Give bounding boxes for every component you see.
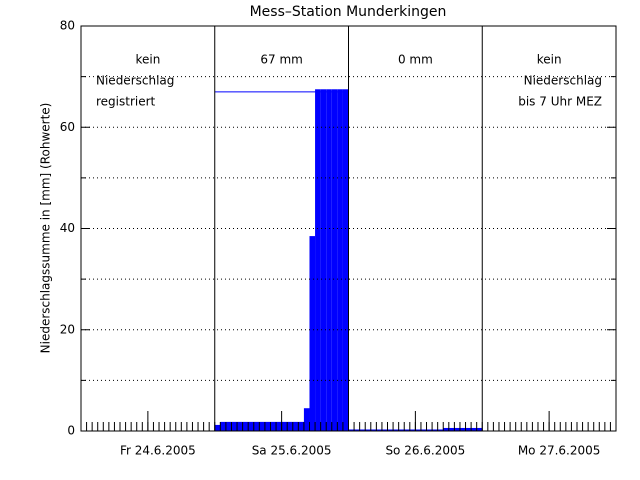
bar (315, 89, 321, 431)
bar (432, 429, 438, 431)
bar (259, 421, 265, 431)
bar (231, 421, 238, 431)
bar (326, 89, 332, 431)
bar (270, 421, 277, 431)
bar (426, 429, 433, 431)
annotation: 0 mm (398, 53, 433, 67)
bar (214, 424, 221, 431)
bar (242, 421, 249, 431)
bar (281, 421, 288, 431)
bar (276, 421, 282, 431)
y-tick-label: 0 (67, 424, 75, 438)
bar (309, 236, 316, 431)
bar (337, 89, 343, 431)
annotation: registriert (96, 95, 156, 109)
bar (248, 421, 254, 431)
bar (415, 429, 421, 431)
bar (420, 429, 427, 431)
bar (381, 429, 388, 431)
bar (370, 429, 377, 431)
bar (459, 427, 466, 431)
bar (476, 427, 483, 431)
bar (298, 421, 304, 431)
y-tick-label: 80 (60, 19, 75, 33)
y-tick-label: 40 (60, 221, 75, 235)
bar (225, 421, 232, 431)
bar (409, 429, 416, 431)
bar (348, 429, 355, 431)
bar (393, 429, 399, 431)
bar (220, 421, 226, 431)
annotation: bis 7 Uhr MEZ (518, 95, 602, 109)
bar (454, 427, 460, 431)
x-tick-label: Mo 27.6.2005 (518, 444, 601, 458)
bar (471, 427, 477, 431)
bar (303, 408, 310, 431)
bar (287, 421, 293, 431)
y-tick-label: 20 (60, 322, 75, 336)
bar (404, 429, 410, 431)
x-tick-label: So 26.6.2005 (385, 444, 465, 458)
bar (387, 429, 394, 431)
bar (365, 429, 371, 431)
bar (342, 89, 349, 431)
bar (264, 421, 271, 431)
bar (359, 429, 366, 431)
bar (320, 89, 327, 431)
bar (437, 429, 444, 431)
x-tick-label: Sa 25.6.2005 (252, 444, 332, 458)
annotation: 67 mm (260, 53, 302, 67)
annotation: Niederschlag (524, 74, 602, 88)
bar (376, 429, 382, 431)
annotation: kein (135, 53, 160, 67)
bar (443, 427, 449, 431)
plot-frame (80, 25, 617, 432)
x-tick-label: Fr 24.6.2005 (120, 444, 196, 458)
bar (237, 421, 243, 431)
bar (292, 421, 299, 431)
annotation: Niederschlag (96, 74, 174, 88)
bar (448, 427, 455, 431)
bar (465, 427, 472, 431)
bar (253, 421, 260, 431)
chart-title: Mess–Station Munderkingen (250, 4, 447, 20)
y-tick-label: 60 (60, 120, 75, 134)
y-axis-label: Niederschlagssumme in [mm] (Rohwerte) (39, 103, 53, 354)
annotation: kein (537, 53, 562, 67)
bar (354, 429, 360, 431)
bar (331, 89, 338, 431)
bar (398, 429, 405, 431)
